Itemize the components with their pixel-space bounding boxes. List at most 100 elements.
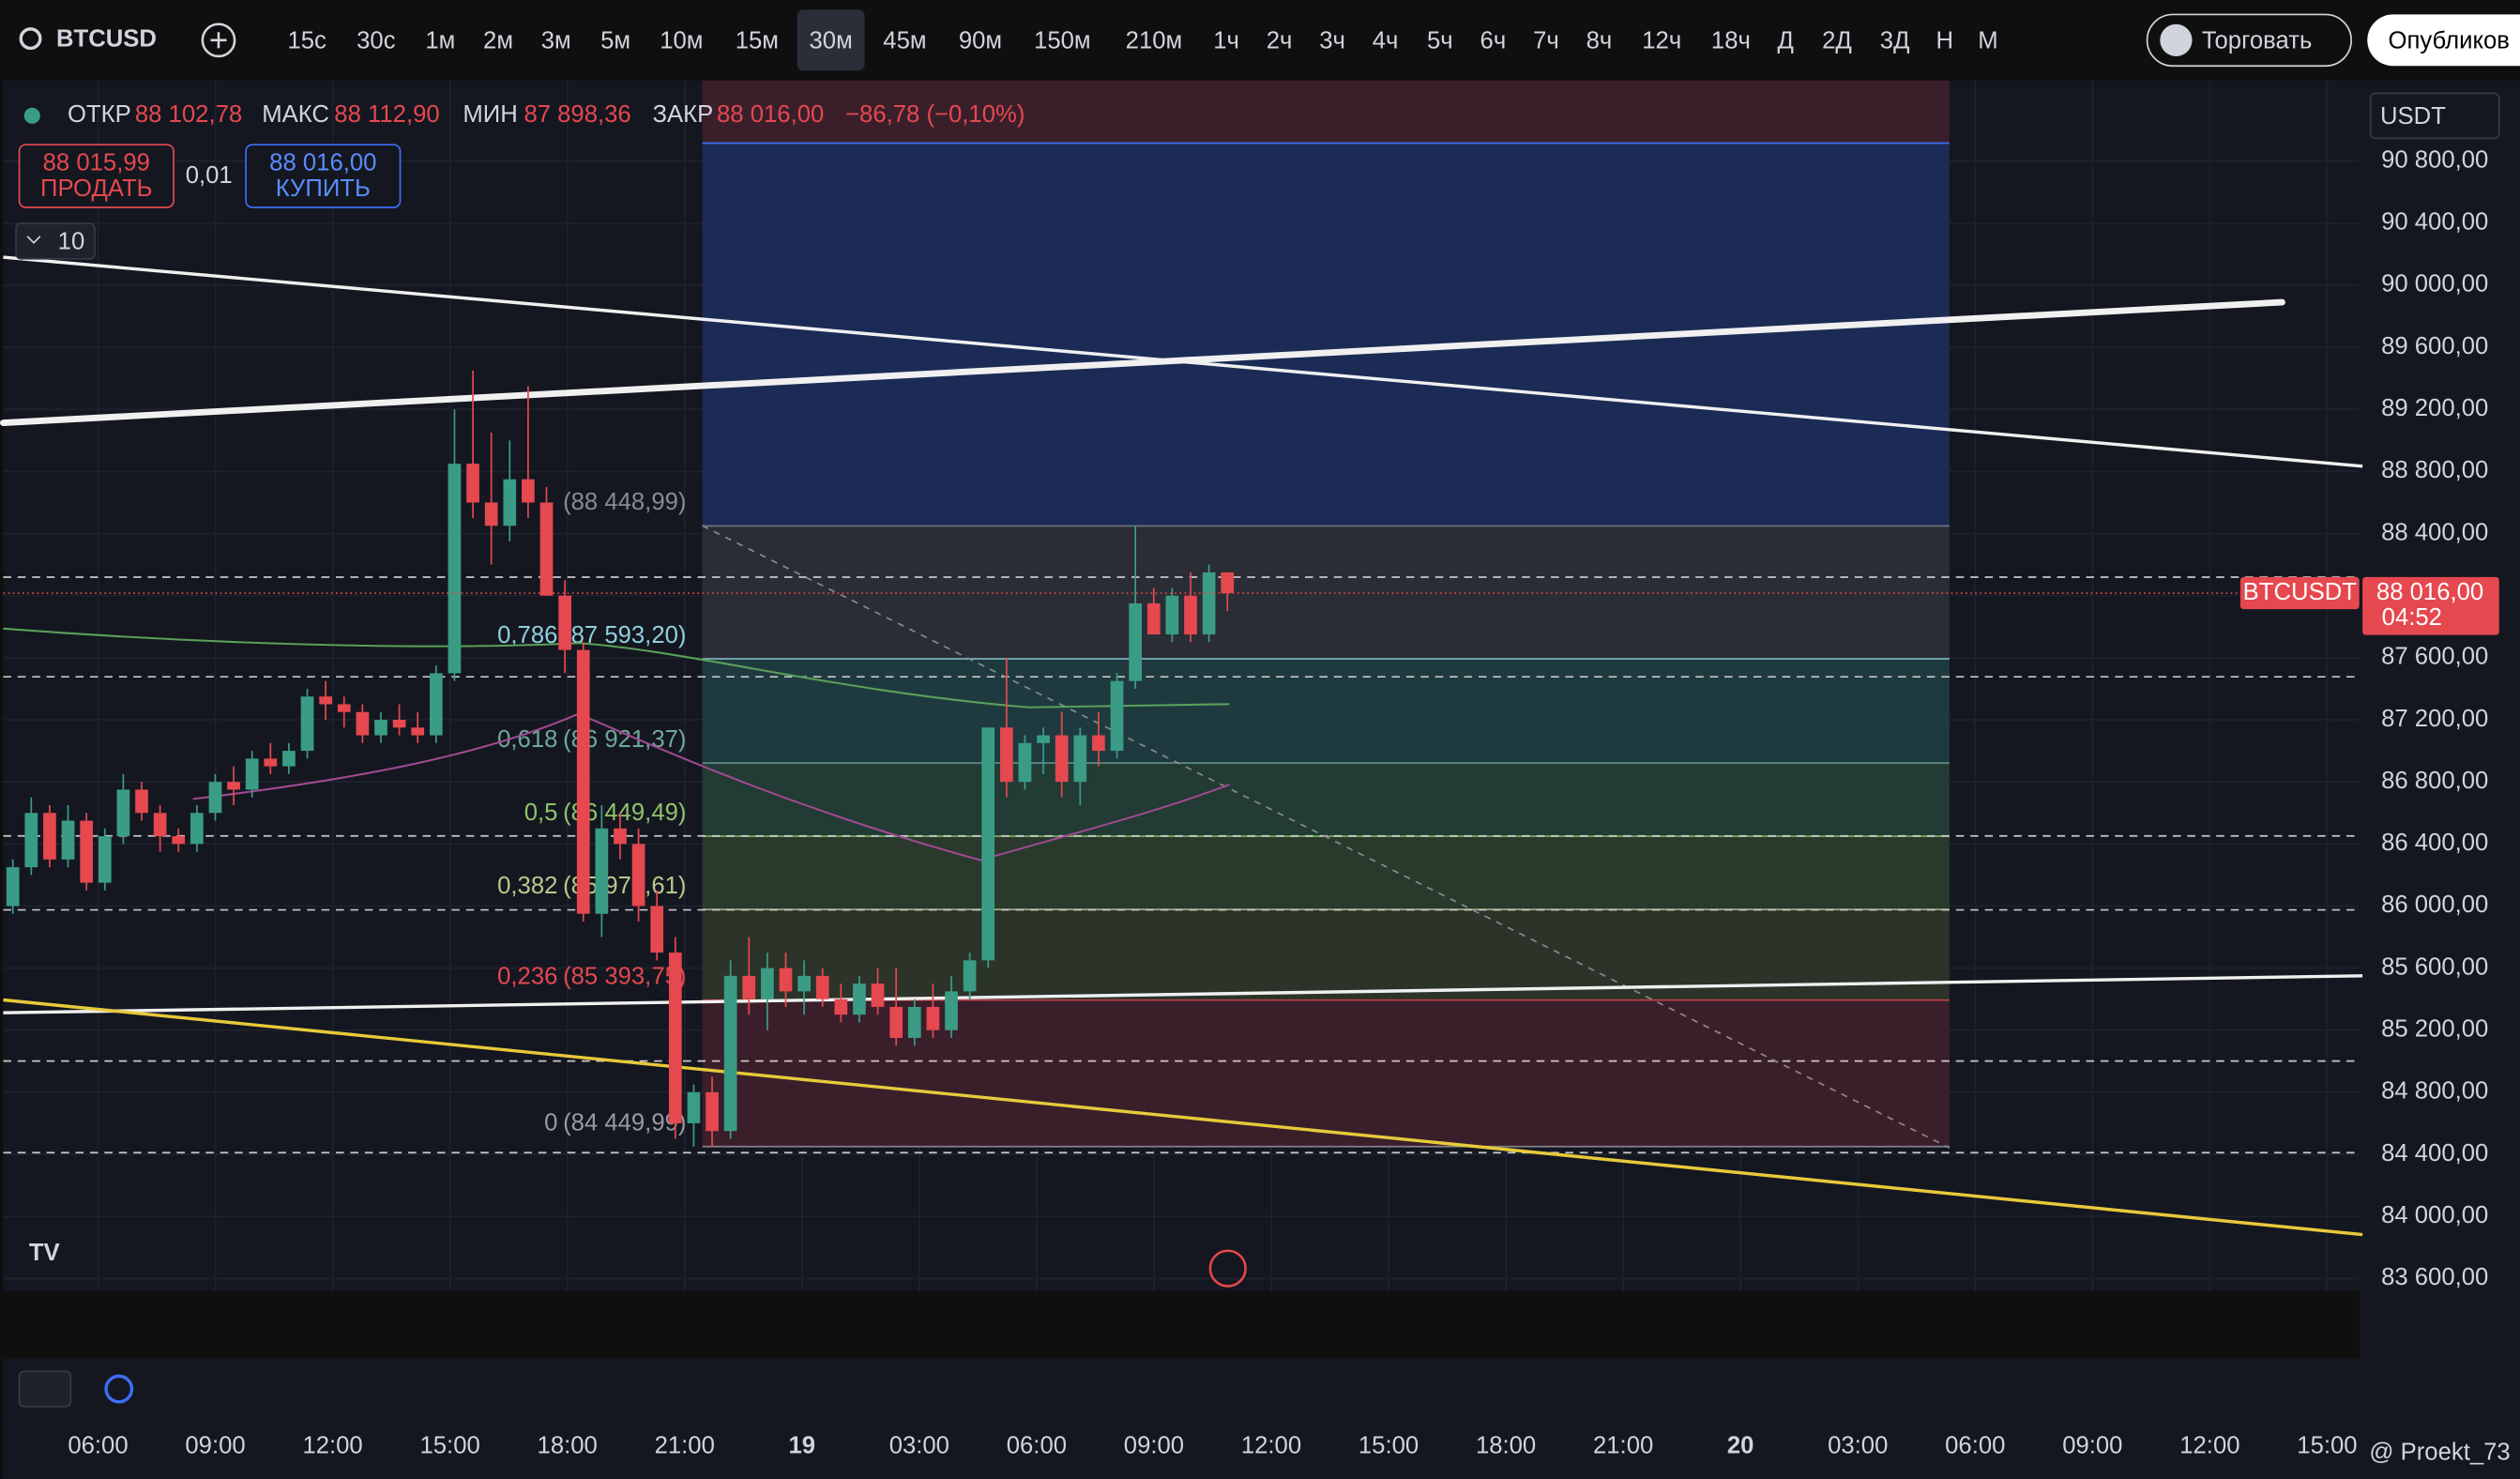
- candle-body: [668, 953, 682, 1123]
- candle-body: [319, 696, 332, 705]
- chevron: [26, 236, 41, 244]
- fib-ratio: 0: [544, 1110, 557, 1136]
- interval[interactable]: 3Д: [1880, 27, 1910, 53]
- symbol-badge: [2239, 576, 2360, 610]
- interval[interactable]: 7ч: [1533, 27, 1559, 53]
- buy-button[interactable]: [245, 144, 402, 208]
- x-tick-label: 15:00: [419, 1433, 479, 1459]
- fib-zone: [702, 999, 1950, 1147]
- interval[interactable]: 1ч: [1213, 27, 1239, 53]
- collapse-button[interactable]: [18, 1370, 72, 1408]
- interval[interactable]: 30м: [810, 27, 853, 53]
- ma-green: [3, 627, 1230, 709]
- interval[interactable]: Д: [1777, 27, 1793, 53]
- interval[interactable]: 30с: [357, 27, 396, 53]
- fib-zone: [702, 836, 1950, 910]
- sell-price: 88 015,99: [43, 150, 150, 176]
- candle-body: [1146, 602, 1161, 635]
- candle-body: [1037, 735, 1050, 743]
- interval[interactable]: 12ч: [1642, 27, 1681, 53]
- y-tick-label: 88 800,00: [2381, 457, 2488, 483]
- interval[interactable]: 1м: [425, 27, 455, 53]
- x-tick-label: 18:00: [1476, 1433, 1536, 1459]
- candle-body: [172, 836, 186, 845]
- interval[interactable]: 3м: [541, 27, 571, 53]
- candle-body: [190, 813, 204, 845]
- interval[interactable]: 210м: [1126, 27, 1183, 53]
- candle-body: [815, 975, 829, 999]
- candle-body: [264, 758, 278, 767]
- y-tick-label: 87 200,00: [2381, 706, 2488, 732]
- buy-label: КУПИТЬ: [276, 175, 371, 202]
- interval[interactable]: 2м: [483, 27, 513, 53]
- interval[interactable]: 2ч: [1267, 27, 1293, 53]
- candle-body: [539, 502, 554, 596]
- trend-white-low: [3, 974, 2363, 1014]
- candle-body: [761, 968, 774, 999]
- x-tick-label: 15:00: [1359, 1433, 1419, 1459]
- interval[interactable]: 8ч: [1586, 27, 1613, 53]
- interval[interactable]: 15м: [736, 27, 779, 53]
- fib-top-zone: [702, 80, 1950, 144]
- candle-body: [853, 983, 866, 1015]
- candle-body: [282, 751, 296, 767]
- interval[interactable]: 10м: [660, 27, 703, 53]
- add-symbol[interactable]: [201, 23, 236, 58]
- candle-body: [484, 502, 498, 526]
- interval[interactable]: 45м: [883, 27, 926, 53]
- interval[interactable]: 3ч: [1319, 27, 1345, 53]
- x-tick-label: 09:00: [185, 1433, 245, 1459]
- candle-body: [227, 782, 240, 790]
- currency-select[interactable]: [2369, 92, 2500, 140]
- trade-button[interactable]: [2146, 13, 2352, 68]
- interval[interactable]: 90м: [959, 27, 1002, 53]
- interval[interactable]: Н: [1936, 27, 1953, 53]
- candle-body: [1055, 735, 1069, 783]
- low-value: 87 898,36: [524, 101, 630, 128]
- candle-body: [1129, 602, 1143, 681]
- ma-purple: [192, 712, 1230, 861]
- candle-body: [448, 464, 462, 674]
- indicators-toggle[interactable]: [15, 222, 96, 260]
- candle-body: [1221, 572, 1235, 594]
- interval[interactable]: 18ч: [1711, 27, 1751, 53]
- candle-body: [1165, 595, 1179, 635]
- candle-body: [466, 464, 479, 503]
- candle-body: [337, 704, 351, 712]
- y-tick-label: 86 800,00: [2381, 768, 2488, 794]
- bottom-bar: [3, 1358, 2360, 1424]
- search-icon[interactable]: [19, 27, 42, 51]
- interval[interactable]: 150м: [1034, 27, 1091, 53]
- y-tick-label: 84 800,00: [2381, 1078, 2488, 1105]
- interval[interactable]: 15с: [287, 27, 326, 53]
- interval[interactable]: 2Д: [1822, 27, 1852, 53]
- x-tick-label: 09:00: [2062, 1433, 2122, 1459]
- sell-button[interactable]: [18, 144, 175, 208]
- close-value: 88 016,00: [717, 101, 824, 128]
- indicators-count: 10: [58, 228, 85, 254]
- candle-body: [429, 673, 443, 736]
- fib-ratio: 0,5: [524, 800, 558, 826]
- interval[interactable]: М: [1978, 27, 1997, 53]
- candle-body: [1018, 742, 1032, 783]
- publish-button[interactable]: [2367, 14, 2520, 67]
- credit: @ Proekt_73: [2369, 1439, 2510, 1465]
- symbol[interactable]: BTCUSD: [56, 26, 157, 53]
- candle-body: [631, 844, 645, 907]
- y-tick-label: 83 600,00: [2381, 1264, 2488, 1290]
- change: −86,78 (−0,10%): [845, 101, 1025, 128]
- sync-icon[interactable]: [104, 1374, 134, 1404]
- candle-body: [245, 758, 259, 790]
- candle-body: [1110, 680, 1124, 752]
- interval[interactable]: 4ч: [1373, 27, 1399, 53]
- x-tick-label: 12:00: [1241, 1433, 1301, 1459]
- x-tick-label: 09:00: [1124, 1433, 1184, 1459]
- alert-icon[interactable]: [1208, 1249, 1247, 1288]
- x-tick-label: 19: [789, 1433, 816, 1459]
- interval[interactable]: 6ч: [1480, 27, 1507, 53]
- sell-label: ПРОДАТЬ: [40, 175, 153, 202]
- interval[interactable]: 5ч: [1427, 27, 1453, 53]
- interval[interactable]: 5м: [600, 27, 630, 53]
- candle-body: [392, 719, 406, 728]
